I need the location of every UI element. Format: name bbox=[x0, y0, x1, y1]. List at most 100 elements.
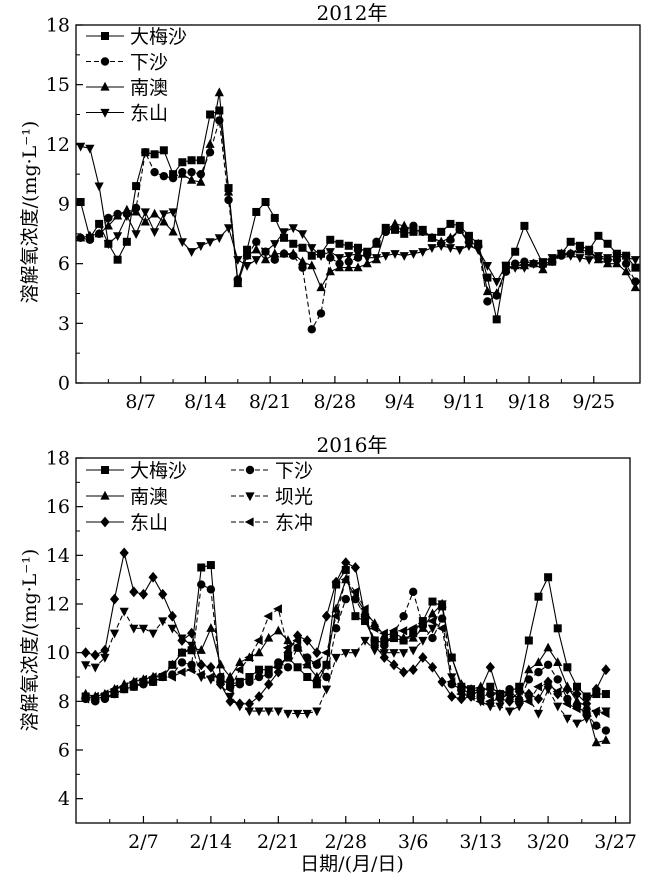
data-point bbox=[465, 691, 475, 702]
data-point bbox=[350, 591, 361, 601]
data-point bbox=[630, 282, 640, 292]
data-point bbox=[90, 649, 100, 661]
data-point bbox=[591, 737, 601, 747]
data-point bbox=[344, 262, 354, 272]
data-point bbox=[354, 243, 362, 252]
data-point bbox=[331, 624, 341, 633]
data-point bbox=[245, 673, 254, 681]
data-point bbox=[321, 648, 331, 658]
data-point bbox=[187, 167, 196, 177]
y-tick-label-2016: 8 bbox=[58, 691, 70, 713]
data-point bbox=[494, 694, 504, 704]
data-point bbox=[159, 210, 169, 220]
data-point bbox=[321, 610, 332, 622]
y-tick-label-2016: 4 bbox=[58, 788, 70, 810]
data-point bbox=[298, 243, 307, 252]
data-point bbox=[533, 657, 544, 666]
data-point bbox=[288, 224, 298, 234]
data-point bbox=[427, 661, 438, 673]
y-tick-label-2012: 0 bbox=[58, 373, 70, 395]
data-point bbox=[242, 262, 252, 271]
data-point bbox=[273, 707, 283, 717]
data-point bbox=[381, 224, 391, 234]
data-point bbox=[186, 248, 197, 257]
data-point bbox=[109, 629, 120, 639]
data-point bbox=[167, 672, 176, 682]
data-point bbox=[244, 652, 254, 663]
data-point bbox=[122, 212, 132, 222]
data-point bbox=[529, 260, 539, 269]
data-point bbox=[187, 627, 197, 639]
x-tick-label-2012: 8/7 bbox=[125, 391, 156, 413]
legend-label: 大梅沙 bbox=[130, 460, 187, 482]
data-point bbox=[302, 709, 312, 719]
x-tick-label-2016: 2/14 bbox=[190, 831, 233, 853]
chart-2016: 2016年 溶解氧浓度/(mg·L⁻¹) 4 6 8 10 12 14 16 18 2/7 2/1… bbox=[19, 433, 637, 853]
data-point bbox=[109, 684, 119, 694]
data-point bbox=[270, 248, 280, 258]
data-point bbox=[584, 246, 594, 256]
data-point bbox=[495, 702, 505, 712]
data-point bbox=[245, 677, 254, 687]
data-point bbox=[437, 676, 447, 688]
data-point bbox=[621, 254, 631, 263]
data-point bbox=[562, 699, 571, 709]
data-point bbox=[196, 645, 206, 654]
data-point bbox=[253, 635, 263, 646]
data-point bbox=[344, 241, 353, 250]
data-point bbox=[176, 667, 186, 677]
data-point bbox=[572, 696, 582, 705]
data-point bbox=[274, 658, 283, 667]
data-point bbox=[206, 585, 216, 594]
data-point bbox=[100, 653, 110, 663]
x-tick-label-2016: 3/27 bbox=[594, 831, 637, 853]
data-point bbox=[473, 238, 483, 248]
y-tick-label-2016: 16 bbox=[46, 496, 70, 518]
x-tick-label-2016: 3/20 bbox=[527, 831, 570, 853]
legend-marker bbox=[100, 490, 110, 500]
data-point bbox=[282, 643, 292, 653]
x-tick-label-2016: 3/13 bbox=[459, 831, 502, 853]
data-point bbox=[483, 297, 492, 306]
data-point bbox=[223, 224, 234, 234]
data-point bbox=[289, 239, 298, 248]
data-point bbox=[436, 623, 446, 633]
data-point bbox=[244, 698, 255, 710]
data-point bbox=[379, 628, 388, 638]
y-tick-label-2012: 6 bbox=[58, 253, 70, 275]
legend-marker bbox=[100, 81, 110, 91]
x-tick-label-2012: 9/11 bbox=[443, 391, 486, 413]
data-point bbox=[534, 592, 543, 601]
data-point bbox=[157, 669, 167, 680]
data-point bbox=[233, 278, 243, 288]
data-point bbox=[254, 691, 264, 702]
legend-marker bbox=[245, 492, 255, 502]
data-point bbox=[303, 653, 312, 662]
data-point bbox=[223, 186, 234, 196]
data-point bbox=[186, 174, 197, 184]
data-point bbox=[575, 254, 585, 263]
data-point bbox=[447, 673, 457, 683]
data-point bbox=[543, 660, 553, 670]
data-point bbox=[603, 254, 613, 263]
data-point bbox=[177, 238, 187, 247]
legend-marker bbox=[100, 57, 110, 66]
data-point bbox=[113, 210, 123, 220]
data-point bbox=[538, 264, 548, 274]
data-point bbox=[264, 707, 274, 717]
data-point bbox=[196, 659, 206, 671]
legend-label: 下沙 bbox=[130, 52, 168, 74]
data-point bbox=[573, 682, 582, 691]
data-point bbox=[167, 659, 177, 669]
data-point bbox=[325, 266, 335, 276]
data-point bbox=[334, 254, 345, 263]
data-point bbox=[321, 685, 332, 695]
data-point bbox=[446, 677, 456, 687]
data-point bbox=[408, 623, 417, 633]
data-point bbox=[242, 250, 252, 260]
data-point bbox=[224, 195, 233, 205]
data-point bbox=[244, 707, 255, 717]
data-point bbox=[293, 642, 303, 652]
data-point bbox=[446, 219, 455, 228]
data-point bbox=[566, 237, 575, 246]
